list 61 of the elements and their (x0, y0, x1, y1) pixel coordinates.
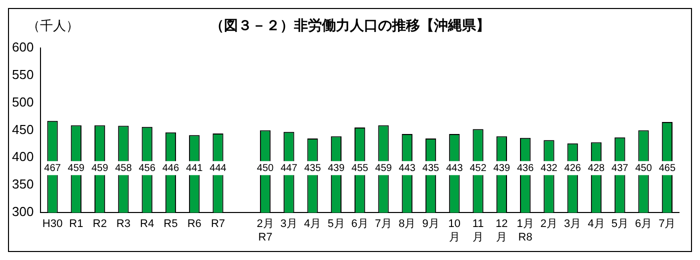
y-tick-label: 400 (12, 149, 34, 164)
data-label: 441 (186, 162, 204, 174)
x-tick-label: 7月 (374, 218, 392, 230)
data-label: 428 (588, 162, 606, 174)
data-label: 444 (210, 162, 227, 174)
x-tick-label: R4 (140, 218, 154, 230)
chart-title: （図３－２）非労働力人口の推移【沖縄県】 (210, 17, 490, 33)
x-tick-label: 4月 (588, 218, 605, 230)
data-label: 458 (115, 162, 132, 174)
data-label: 459 (375, 162, 392, 174)
data-label: 435 (304, 162, 322, 174)
x-tick-label: 12 月 (496, 218, 508, 244)
data-label: 436 (516, 162, 534, 174)
data-label: 432 (540, 162, 558, 174)
data-label: 439 (328, 162, 345, 174)
x-tick-label: R6 (187, 218, 202, 230)
data-label: 450 (256, 162, 274, 174)
y-tick-label: 300 (12, 204, 34, 220)
data-label: 467 (44, 162, 62, 174)
data-label: 456 (138, 162, 156, 174)
x-tick-label: R5 (164, 218, 178, 230)
y-axis-title: （千人） (27, 17, 79, 35)
data-label: 447 (280, 162, 298, 174)
data-label: 435 (422, 162, 440, 174)
x-tick-label: 4月 (304, 218, 322, 230)
data-label: 450 (635, 162, 652, 174)
x-tick-label: R2 (92, 218, 107, 230)
data-label: 439 (493, 162, 510, 174)
data-label: 465 (658, 162, 676, 174)
data-label: 437 (612, 162, 629, 174)
x-tick-label: 3月 (280, 218, 298, 230)
x-tick-label: 1月 R8 (516, 218, 534, 244)
x-tick-label: R3 (116, 218, 130, 230)
x-tick-label: 11 月 (472, 218, 484, 244)
data-label: 426 (564, 162, 582, 174)
x-tick-label: 3月 (564, 218, 582, 230)
y-tick-label: 500 (12, 94, 34, 110)
x-tick-label: 5月 (611, 218, 628, 230)
y-tick-label: 450 (12, 122, 34, 137)
data-label: 455 (352, 162, 369, 174)
y-tick-label: 600 (12, 39, 34, 54)
x-tick-label: 2月 R7 (256, 218, 274, 244)
y-tick-label: 350 (12, 176, 34, 192)
x-tick-label: 7月 (658, 218, 676, 230)
data-label: 459 (91, 162, 109, 174)
x-tick-label: 2月 (540, 218, 558, 230)
data-label: 452 (470, 162, 487, 174)
data-label: 443 (446, 162, 464, 174)
x-tick-label: 5月 (328, 218, 345, 230)
x-tick-label: 10 月 (448, 218, 461, 244)
x-tick-label: H30 (42, 218, 63, 230)
x-tick-label: 6月 (634, 218, 652, 230)
x-tick-label: R1 (69, 218, 84, 230)
x-tick-label: 6月 (351, 218, 368, 230)
y-tick-label: 550 (12, 66, 34, 82)
data-label: 446 (162, 162, 180, 174)
data-label: 459 (68, 162, 85, 174)
x-tick-label: R7 (210, 218, 226, 230)
x-tick-label: 8月 (398, 218, 416, 230)
data-label: 443 (398, 162, 416, 174)
x-tick-label: 9月 (422, 218, 440, 230)
